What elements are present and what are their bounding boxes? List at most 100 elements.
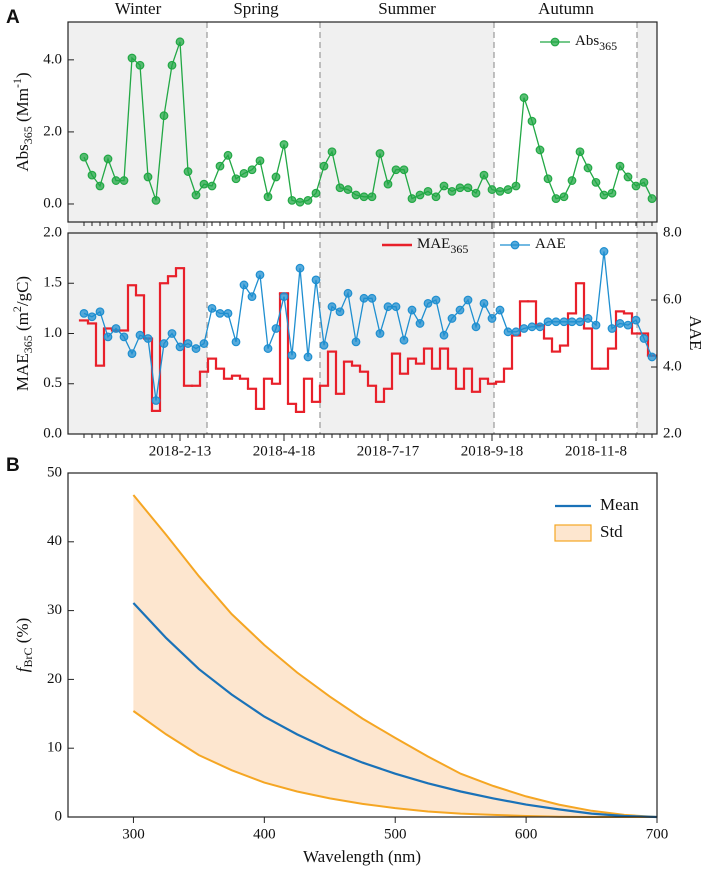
data-point bbox=[439, 181, 449, 191]
y-tick-label: 2.0 bbox=[43, 123, 62, 139]
y-tick-label: 0.0 bbox=[43, 425, 62, 441]
data-point bbox=[575, 317, 585, 327]
data-point bbox=[279, 292, 289, 302]
x-tick-label: 500 bbox=[384, 826, 407, 842]
panel-label: A bbox=[6, 7, 20, 28]
x-tick-label: 2018-9-18 bbox=[461, 443, 524, 459]
data-point bbox=[511, 327, 521, 337]
data-point bbox=[311, 188, 321, 198]
data-point bbox=[583, 314, 593, 323]
data-point bbox=[199, 179, 209, 189]
y-tick-label: 20 bbox=[47, 671, 62, 687]
data-point bbox=[591, 177, 601, 187]
data-point bbox=[583, 163, 593, 173]
data-point bbox=[631, 315, 641, 325]
data-point bbox=[143, 334, 153, 343]
data-point bbox=[623, 172, 633, 182]
data-point bbox=[119, 176, 129, 185]
text-part: (Mm bbox=[13, 88, 32, 126]
data-point bbox=[359, 192, 369, 202]
data-point bbox=[119, 332, 129, 342]
text-part: (m bbox=[13, 312, 32, 335]
data-point bbox=[319, 340, 329, 350]
mean-line bbox=[132, 602, 658, 819]
data-point bbox=[199, 339, 209, 348]
y-tick-label: 1.5 bbox=[43, 275, 62, 291]
y-tick-label: 0.0 bbox=[43, 195, 62, 211]
legend-label: Abs365 bbox=[575, 33, 617, 52]
data-point bbox=[375, 329, 385, 338]
data-point bbox=[407, 305, 417, 315]
data-point bbox=[607, 324, 617, 333]
text-part: BrC bbox=[21, 647, 35, 667]
data-point bbox=[615, 161, 625, 171]
y-axis-label: MAE365 (m2/gC) bbox=[10, 276, 35, 391]
x-tick-label: 2018-11-8 bbox=[565, 443, 627, 459]
data-point bbox=[551, 194, 561, 203]
data-point bbox=[295, 263, 305, 273]
data-point bbox=[319, 161, 329, 171]
data-point bbox=[510, 240, 520, 250]
y-tick-label: 4.0 bbox=[43, 51, 62, 67]
data-point bbox=[271, 172, 281, 182]
data-point bbox=[431, 295, 441, 305]
data-point bbox=[391, 302, 401, 312]
data-point bbox=[175, 342, 185, 352]
data-point bbox=[367, 192, 377, 202]
legend-label: MAE365 bbox=[417, 236, 468, 255]
text-part: -1 bbox=[10, 78, 24, 88]
y2-tick-label: 6.0 bbox=[663, 291, 682, 307]
x-tick-label: 2018-2-13 bbox=[149, 443, 212, 459]
data-point bbox=[447, 314, 457, 323]
y-tick-label: 10 bbox=[47, 740, 62, 756]
data-point bbox=[295, 197, 305, 207]
x-tick-label: 600 bbox=[515, 826, 538, 842]
data-point bbox=[639, 177, 649, 187]
data-point bbox=[599, 190, 609, 200]
data-point bbox=[215, 309, 225, 318]
data-point bbox=[95, 307, 105, 317]
data-point bbox=[367, 293, 377, 303]
data-point bbox=[471, 322, 481, 332]
data-point bbox=[143, 172, 153, 182]
data-point bbox=[159, 339, 169, 348]
data-point bbox=[159, 111, 169, 121]
data-point bbox=[391, 165, 401, 175]
data-point bbox=[263, 192, 273, 202]
data-point bbox=[135, 60, 145, 70]
data-point bbox=[551, 317, 561, 327]
data-point bbox=[447, 186, 457, 196]
y-axis-label: Abs365 (Mm-1) bbox=[10, 72, 35, 171]
data-point bbox=[559, 192, 569, 202]
y-tick-label: 0.5 bbox=[43, 375, 62, 391]
text-part: Abs bbox=[575, 33, 599, 49]
data-point bbox=[479, 298, 489, 308]
season-shade bbox=[637, 22, 657, 434]
data-point bbox=[239, 280, 249, 290]
data-point bbox=[455, 183, 465, 193]
data-point bbox=[247, 292, 257, 302]
data-point bbox=[359, 293, 369, 303]
data-point bbox=[327, 147, 337, 157]
y-tick-label: 2.0 bbox=[43, 224, 62, 240]
data-point bbox=[95, 181, 105, 191]
data-point bbox=[287, 195, 297, 205]
data-point bbox=[415, 190, 425, 200]
x-tick-label: 300 bbox=[122, 826, 145, 842]
data-point bbox=[271, 324, 281, 333]
data-point bbox=[527, 322, 537, 332]
data-point bbox=[423, 298, 433, 308]
data-point bbox=[207, 181, 217, 191]
data-point bbox=[567, 176, 577, 185]
plot-frame bbox=[67, 472, 658, 818]
data-point bbox=[495, 186, 505, 196]
data-point bbox=[639, 334, 649, 343]
data-point bbox=[311, 275, 321, 285]
data-point bbox=[215, 161, 225, 171]
text-part: 365 bbox=[21, 335, 35, 353]
text-part: Abs bbox=[13, 144, 32, 171]
y-tick-label: 1.0 bbox=[43, 325, 62, 341]
data-point bbox=[375, 149, 385, 158]
data-point bbox=[423, 186, 433, 196]
text-part: 365 bbox=[450, 242, 468, 256]
